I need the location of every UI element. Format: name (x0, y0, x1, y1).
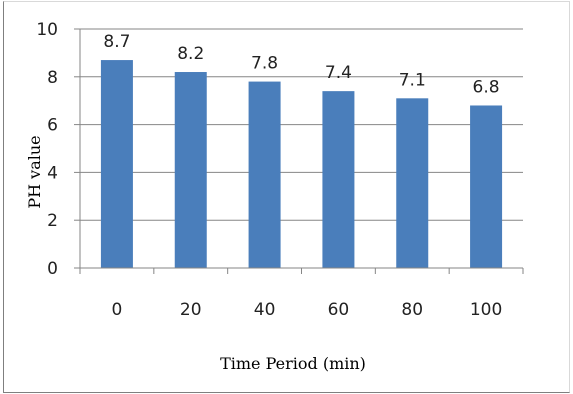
y-tick-label: 10 (36, 20, 58, 40)
data-label: 8.7 (103, 32, 130, 52)
x-tick-labels: 0 20 40 60 80 100 (112, 300, 503, 320)
x-tick-label: 0 (112, 300, 123, 320)
y-tick-label: 0 (47, 259, 58, 279)
bar (396, 98, 429, 268)
x-tick-label: 60 (328, 300, 350, 320)
y-axis-title: PH value (25, 135, 44, 208)
x-axis-title: Time Period (min) (220, 354, 366, 373)
x-tick-label: 20 (180, 300, 202, 320)
data-labels: 8.7 8.2 7.8 7.4 7.1 6.8 (103, 32, 499, 97)
data-label: 7.8 (251, 54, 278, 74)
bars (100, 60, 503, 269)
x-tick-label: 100 (470, 300, 502, 320)
y-tick-label: 6 (47, 116, 58, 136)
data-label: 8.2 (177, 44, 204, 64)
x-tick-label: 40 (254, 300, 276, 320)
gridlines (74, 28, 523, 269)
bar (100, 60, 133, 268)
axes (79, 29, 524, 274)
y-tick-label: 4 (47, 163, 58, 183)
data-label: 7.4 (325, 63, 352, 83)
x-tick-label: 80 (401, 300, 423, 320)
y-tick-label: 2 (47, 211, 58, 231)
data-label: 6.8 (473, 77, 500, 97)
bar (322, 91, 355, 268)
y-tick-label: 8 (47, 68, 58, 88)
y-tick-labels: 0 2 4 6 8 10 (36, 20, 58, 279)
bar (174, 72, 207, 269)
bar (248, 81, 281, 268)
bar (470, 105, 503, 268)
data-label: 7.1 (399, 70, 426, 90)
